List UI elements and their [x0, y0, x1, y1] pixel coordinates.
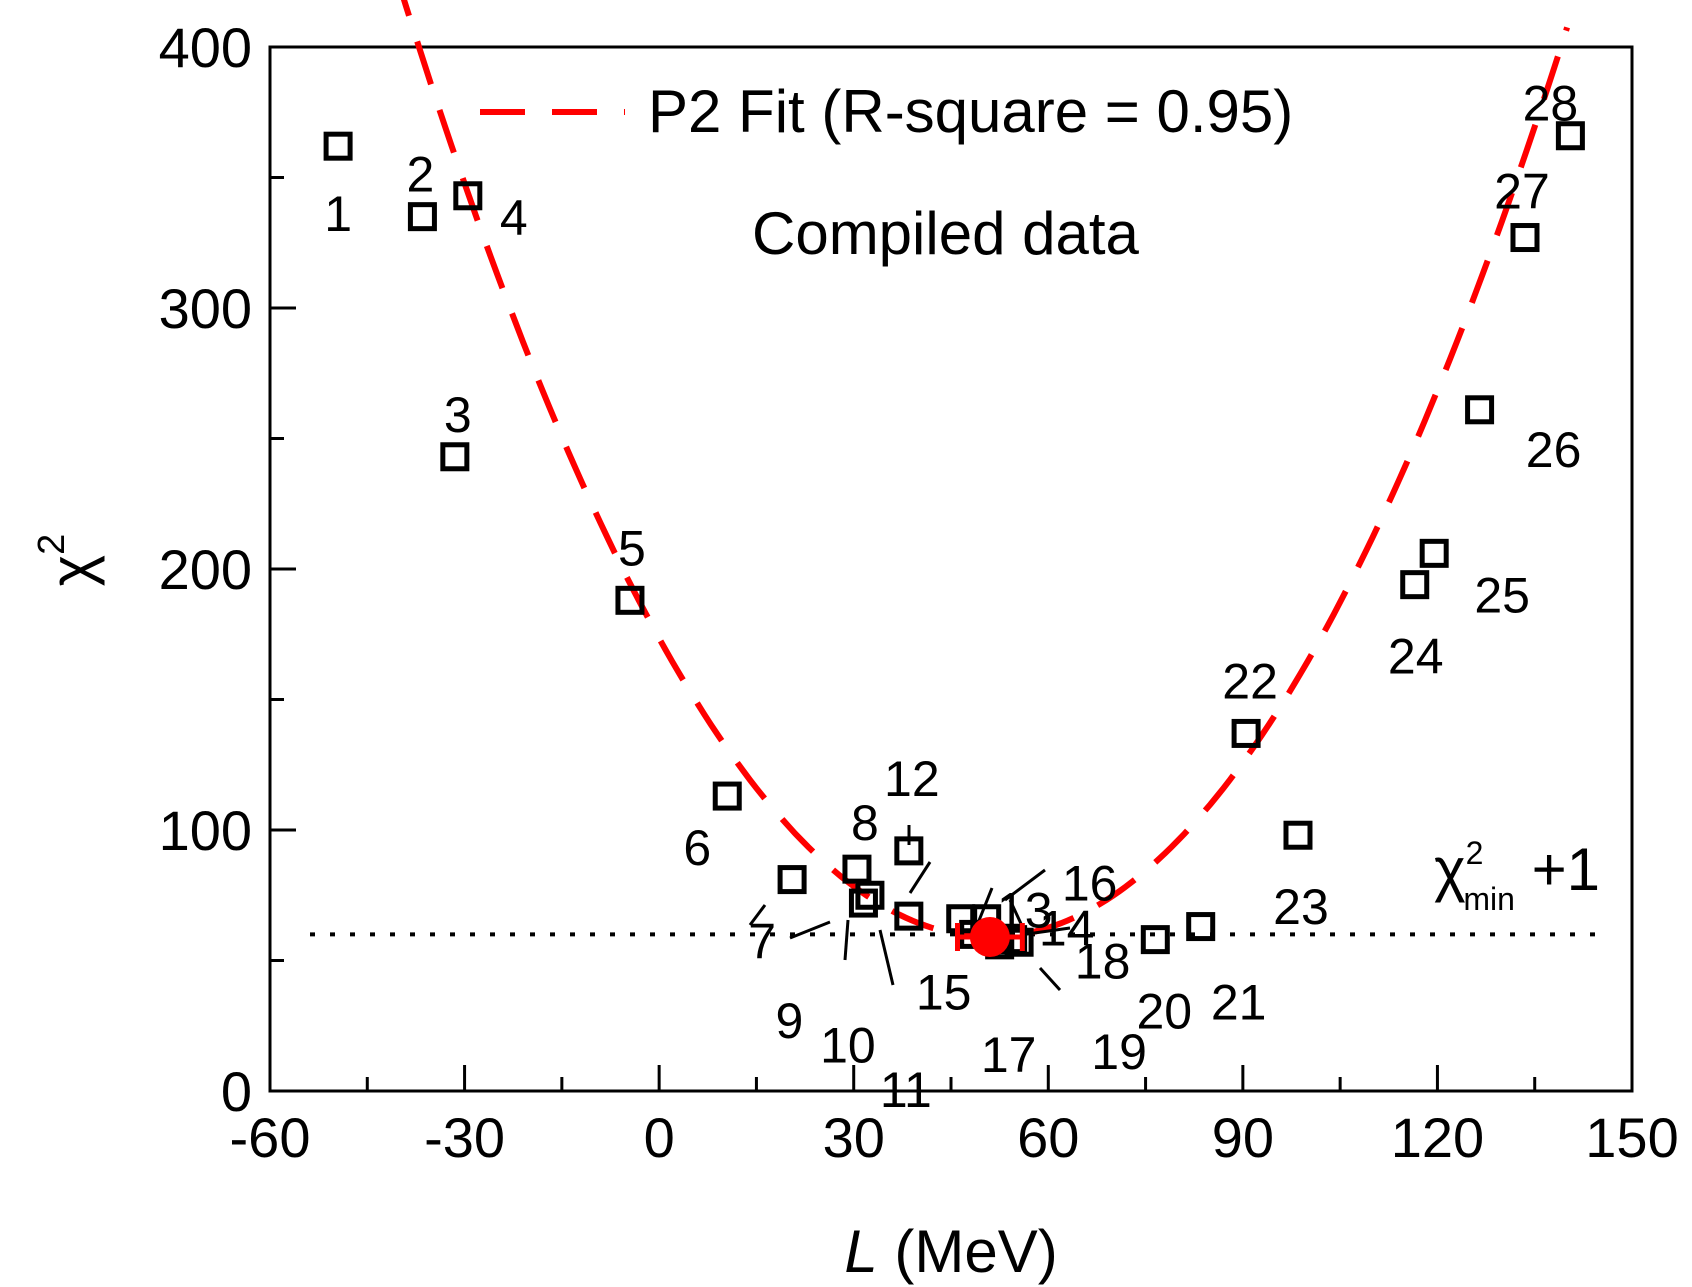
- y-axis-title: χ2: [31, 534, 105, 587]
- x-axis-unit: (MeV): [878, 1218, 1058, 1285]
- point-label-24: 24: [1388, 629, 1444, 685]
- point-label-7: 7: [748, 914, 776, 970]
- point-label-19: 19: [1091, 1024, 1147, 1080]
- x-tick-label: 60: [1017, 1106, 1079, 1169]
- y-tick-label: 100: [159, 799, 252, 862]
- data-point-10: [855, 880, 885, 910]
- point-label-5: 5: [618, 520, 646, 576]
- leader-line: [908, 861, 932, 894]
- x-tick-label: 90: [1212, 1106, 1274, 1169]
- data-point-9: [848, 888, 878, 918]
- point-label-4: 4: [500, 190, 528, 246]
- x-axis-ticks: -60 -30 0 30 60 90 120 150: [230, 1065, 1679, 1169]
- data-point-5: [615, 585, 645, 615]
- legend-fit-label: P2 Fit (R-square = 0.95): [648, 78, 1293, 145]
- threshold-chi-symbol: χ: [1434, 836, 1466, 903]
- data-point-21: [1186, 912, 1216, 942]
- x-tick-label: -60: [230, 1106, 311, 1169]
- point-label-2: 2: [407, 147, 435, 203]
- data-point-24: [1400, 570, 1430, 600]
- x-tick-label: -30: [424, 1106, 505, 1169]
- data-point-27: [1510, 223, 1540, 253]
- p2-fit-curve: [400, 0, 1570, 941]
- data-point-1: [323, 131, 353, 161]
- leader-line: [843, 919, 850, 961]
- leader-line: [878, 929, 895, 986]
- data-point-22: [1231, 718, 1261, 748]
- point-label-28: 28: [1523, 76, 1579, 132]
- threshold-subscript: min: [1463, 881, 1515, 917]
- point-label-15: 15: [916, 964, 972, 1020]
- legend-data-label: Compiled data: [752, 200, 1140, 267]
- leader-line: [1019, 926, 1071, 937]
- x-axis-title: L (MeV): [844, 1218, 1057, 1285]
- point-label-17: 17: [981, 1027, 1037, 1083]
- minimum-point: [969, 917, 1010, 958]
- x-tick-label: 120: [1391, 1106, 1484, 1169]
- y-tick-label: 300: [159, 277, 252, 340]
- leader-line: [789, 920, 831, 940]
- minimum-marker: [954, 917, 1025, 958]
- point-label-20: 20: [1136, 984, 1192, 1040]
- data-points: [323, 121, 1585, 960]
- point-label-9: 9: [776, 993, 804, 1049]
- data-point-26: [1465, 395, 1495, 425]
- point-label-1: 1: [324, 186, 352, 242]
- data-point-25: [1419, 538, 1449, 568]
- point-label-6: 6: [683, 820, 711, 876]
- threshold-suffix: +1: [1515, 836, 1600, 903]
- x-tick-label: 30: [823, 1106, 885, 1169]
- threshold-superscript: 2: [1466, 835, 1484, 871]
- y-tick-label: 200: [159, 538, 252, 601]
- leader-line: [1038, 966, 1062, 992]
- x-tick-label: 0: [644, 1106, 675, 1169]
- point-label-12: 12: [884, 751, 940, 807]
- point-label-26: 26: [1526, 422, 1582, 478]
- data-point-2: [407, 202, 437, 232]
- y-axis-superscript: 2: [31, 534, 73, 555]
- point-label-16: 16: [1062, 856, 1118, 912]
- point-label-10: 10: [820, 1017, 876, 1073]
- point-label-25: 25: [1474, 567, 1530, 623]
- point-label-11: 11: [880, 1062, 932, 1118]
- point-label-22: 22: [1222, 653, 1278, 709]
- point-label-23: 23: [1273, 879, 1329, 935]
- data-point-20: [1140, 925, 1170, 955]
- data-point-6: [712, 781, 742, 811]
- data-point-7: [777, 865, 807, 895]
- chi2-min-plus-one-label: χ2 min +1: [1434, 835, 1600, 917]
- y-axis-ticks: 0 100 200 300 400: [159, 16, 296, 1123]
- point-label-14: 14: [1039, 901, 1095, 957]
- point-label-8: 8: [851, 795, 879, 851]
- point-label-27: 27: [1494, 164, 1550, 220]
- data-point-12: [894, 836, 924, 866]
- data-point-4: [453, 181, 483, 211]
- leader-line: [1004, 868, 1046, 902]
- y-tick-label: 400: [159, 16, 252, 79]
- x-tick-label: 150: [1585, 1106, 1678, 1169]
- data-point-8: [842, 854, 872, 884]
- data-point-11: [894, 901, 924, 931]
- point-label-18: 18: [1075, 934, 1131, 990]
- x-axis-symbol: L: [844, 1218, 877, 1285]
- y-tick-label: 0: [221, 1060, 252, 1123]
- y-axis-chi-symbol: χ: [38, 555, 105, 587]
- data-point-3: [440, 442, 470, 472]
- point-label-3: 3: [444, 387, 472, 443]
- leader-line: [748, 904, 767, 926]
- data-point-28: [1555, 121, 1585, 151]
- label-leader-lines: [748, 825, 1071, 992]
- data-point-23: [1283, 820, 1313, 850]
- point-label-21: 21: [1211, 975, 1267, 1031]
